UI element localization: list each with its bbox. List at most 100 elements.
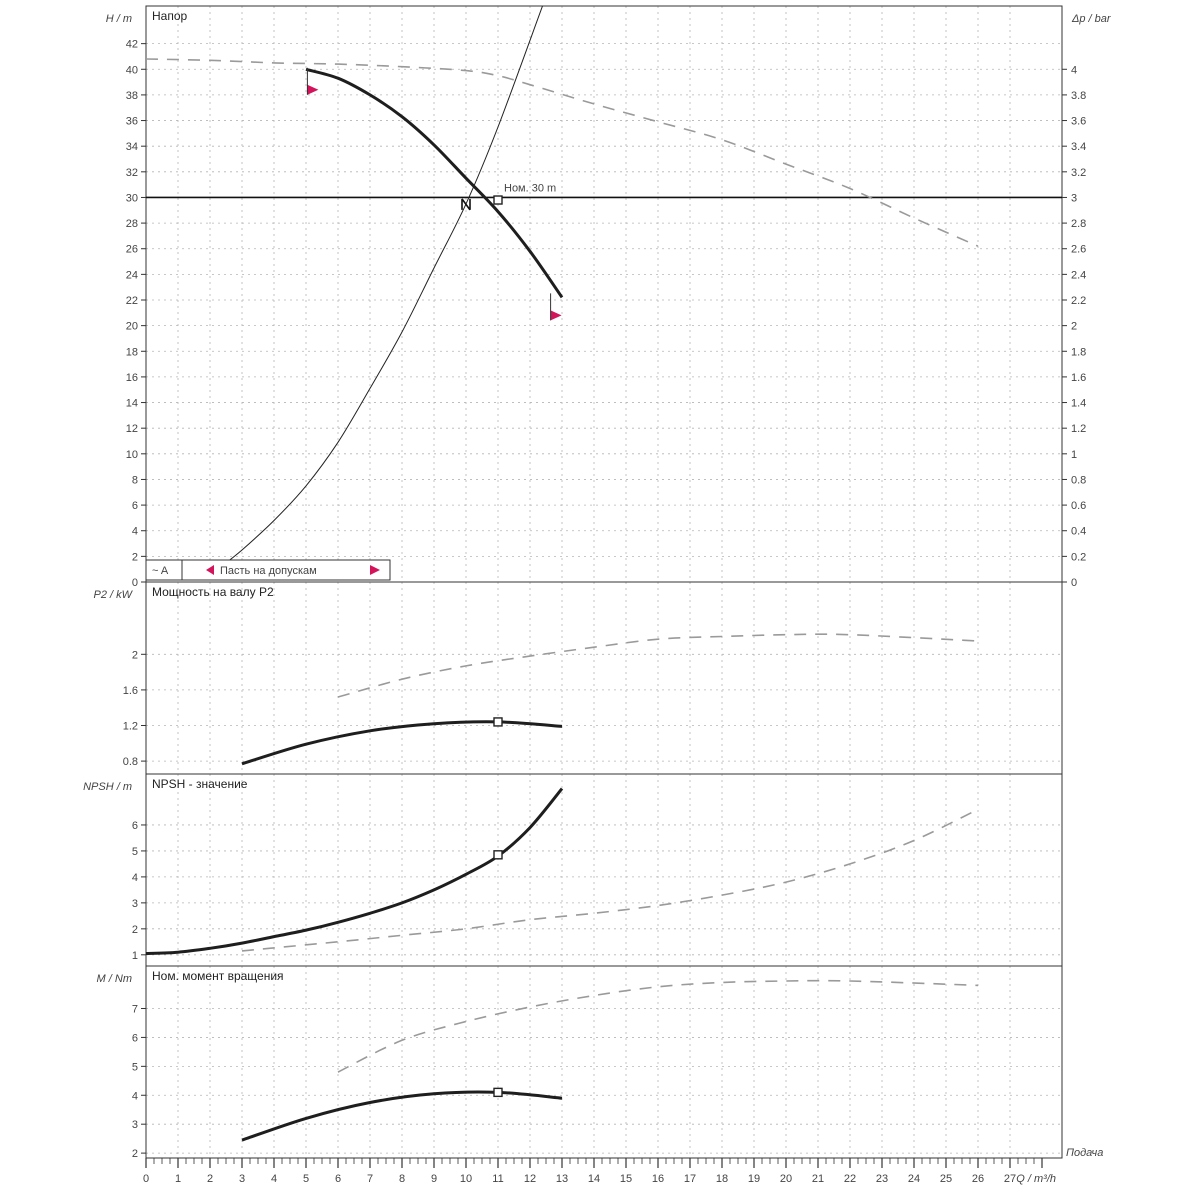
x-tick-label: 10	[460, 1173, 472, 1185]
y-tick-label: 30	[126, 192, 138, 204]
series-line-npsh-solid-thick	[145, 787, 564, 955]
tolerance-flag-icon	[307, 84, 319, 95]
secondary-tick-label: 3.2	[1071, 167, 1086, 179]
intersection-marker	[461, 198, 471, 211]
series-line-npsh-dashed	[241, 808, 979, 952]
y-tick-label: 6	[132, 1032, 138, 1044]
y-tick-label: 24	[126, 269, 138, 281]
x-tick-label: 22	[844, 1173, 856, 1185]
y-tick-label: 32	[126, 167, 138, 179]
y-tick-label: 18	[126, 346, 138, 358]
panel-frame-torque	[145, 965, 1063, 1159]
x-axis-label: Q / m³/h	[1016, 1173, 1056, 1185]
y-axis-label-npsh: NPSH / m	[83, 781, 132, 793]
y-tick-label: 40	[126, 64, 138, 76]
y-tick-label: 4	[132, 872, 138, 884]
x-tick-label: 25	[940, 1173, 952, 1185]
x-tick-label: 19	[748, 1173, 760, 1185]
series-line-torque-dashed	[337, 979, 979, 1073]
x-tick-label: 3	[239, 1173, 245, 1185]
panel-title-npsh: NPSH - значение	[152, 777, 248, 791]
x-tick-label: 26	[972, 1173, 984, 1185]
y-tick-label: 42	[126, 39, 138, 51]
secondary-tick-label: 3.4	[1071, 141, 1086, 153]
x-tick-label: 12	[524, 1173, 536, 1185]
x-tick-label: 4	[271, 1173, 277, 1185]
legend-item-tolerance: Пасть на допускам	[220, 565, 317, 577]
series-line-head-solid-thick	[305, 67, 564, 299]
secondary-tick-label: 2	[1071, 321, 1077, 333]
x-tick-label: 2	[207, 1173, 213, 1185]
secondary-tick-label: 1	[1071, 449, 1077, 461]
series-line-torque-solid-thick	[241, 1090, 563, 1142]
secondary-tick-label: 0	[1071, 577, 1077, 589]
x-tick-label: 17	[684, 1173, 696, 1185]
y-tick-label: 7	[132, 1003, 138, 1015]
y-tick-label: 2	[132, 1148, 138, 1160]
secondary-tick-label: 2.2	[1071, 295, 1086, 307]
x-tick-label: 21	[812, 1173, 824, 1185]
y-tick-label: 1.2	[123, 721, 138, 733]
panel-frames	[141, 5, 1067, 1168]
y-tick-label: 22	[126, 295, 138, 307]
series-line-power-dashed	[337, 633, 979, 698]
x-tick-label: 6	[335, 1173, 341, 1185]
x-tick-label: 9	[431, 1173, 437, 1185]
legend-left-flag-icon	[206, 565, 214, 575]
y-tick-label: 4	[132, 1090, 138, 1102]
y-tick-label: 1	[132, 950, 138, 962]
panel-title-head: Напор	[152, 9, 188, 23]
y-tick-label: 14	[126, 398, 138, 410]
secondary-tick-label: 0.4	[1071, 526, 1086, 538]
x-corner-label: Подача	[1066, 1147, 1103, 1159]
y-tick-label: 2	[132, 924, 138, 936]
panel-frame-head	[145, 5, 1063, 583]
y-axis-label-torque: M / Nm	[97, 973, 132, 985]
duty-point-marker	[493, 850, 503, 860]
secondary-tick-label: 2.8	[1071, 218, 1086, 230]
x-tick-label: 13	[556, 1173, 568, 1185]
y-tick-label: 16	[126, 372, 138, 384]
y-tick-label: 2	[132, 649, 138, 661]
y-tick-label: 1.6	[123, 685, 138, 697]
secondary-tick-label: 0.2	[1071, 551, 1086, 563]
y-tick-label: 5	[132, 846, 138, 858]
series-line-head-system-curve	[222, 6, 544, 566]
legend-box	[145, 559, 391, 581]
y-tick-label: 0	[132, 577, 138, 589]
y-tick-label: 36	[126, 116, 138, 128]
duty-point-marker	[493, 717, 503, 727]
y-tick-label: 2	[132, 551, 138, 563]
secondary-tick-label: 3	[1071, 192, 1077, 204]
x-tick-label: 15	[620, 1173, 632, 1185]
x-tick-label: 0	[143, 1173, 149, 1185]
label-layer: 024681012141618202224262830323436384042Н…	[83, 9, 1112, 1185]
duty-point-label: Ном. 30 m	[504, 182, 556, 194]
x-tick-label: 16	[652, 1173, 664, 1185]
y-tick-label: 6	[132, 500, 138, 512]
secondary-tick-label: 4	[1071, 64, 1077, 76]
panel-title-power: Мощность на валу P2	[152, 585, 274, 599]
x-tick-label: 18	[716, 1173, 728, 1185]
y-tick-label: 20	[126, 321, 138, 333]
y-tick-label: 34	[126, 141, 138, 153]
x-tick-label: 20	[780, 1173, 792, 1185]
grid-layer	[146, 6, 1062, 1158]
secondary-tick-label: 0.8	[1071, 474, 1086, 486]
secondary-tick-label: 1.4	[1071, 398, 1086, 410]
y-tick-label: 28	[126, 218, 138, 230]
secondary-axis-label: Δp / bar	[1071, 13, 1112, 25]
y-tick-label: 6	[132, 820, 138, 832]
series-line-power-solid-thick	[241, 720, 563, 766]
secondary-tick-label: 2.6	[1071, 244, 1086, 256]
secondary-tick-label: 3.8	[1071, 90, 1086, 102]
panel-frame-npsh	[145, 773, 1063, 967]
y-tick-label: 0.8	[123, 756, 138, 768]
duty-point-marker	[493, 195, 503, 205]
series-line-head-dashed	[145, 58, 979, 247]
secondary-tick-label: 1.8	[1071, 346, 1086, 358]
secondary-tick-label: 0.6	[1071, 500, 1086, 512]
panel-title-torque: Ном. момент вращения	[152, 969, 284, 983]
panel-frame-power	[145, 581, 1063, 775]
